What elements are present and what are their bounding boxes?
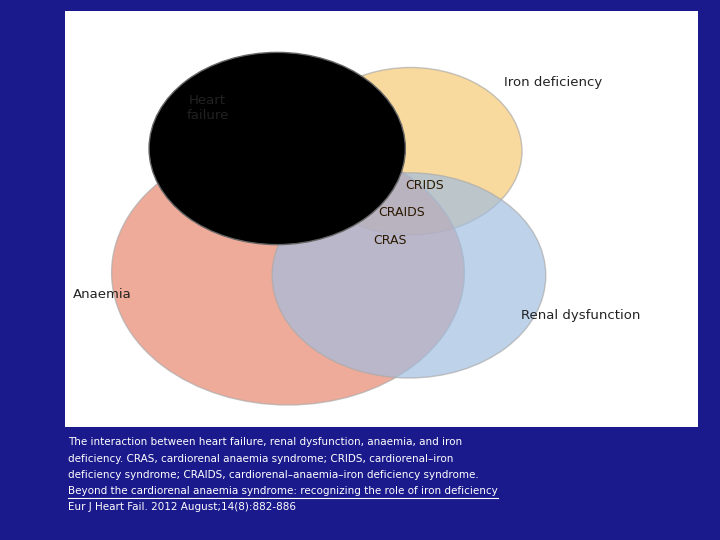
Text: Beyond the cardiorenal anaemia syndrome: recognizing the role of iron deficiency: Beyond the cardiorenal anaemia syndrome:…: [68, 486, 498, 496]
Text: Iron deficiency: Iron deficiency: [504, 76, 602, 89]
Text: CRAIDS: CRAIDS: [379, 206, 425, 219]
Text: Renal dysfunction: Renal dysfunction: [521, 309, 641, 322]
Circle shape: [272, 173, 546, 378]
Bar: [65, 11, 698, 427]
Text: deficiency. CRAS, cardiorenal anaemia syndrome; CRIDS, cardiorenal–iron: deficiency. CRAS, cardiorenal anaemia sy…: [68, 454, 454, 464]
Text: Heart
failure: Heart failure: [186, 94, 228, 122]
Text: Eur J Heart Fail. 2012 August;14(8):882-886: Eur J Heart Fail. 2012 August;14(8):882-…: [68, 502, 297, 512]
Text: deficiency syndrome; CRAIDS, cardiorenal–anaemia–iron deficiency syndrome.: deficiency syndrome; CRAIDS, cardiorenal…: [68, 470, 479, 480]
Text: The interaction between heart failure, renal dysfunction, anaemia, and iron: The interaction between heart failure, r…: [68, 437, 462, 448]
Circle shape: [299, 68, 522, 235]
Text: CRAS: CRAS: [374, 234, 407, 247]
Text: Anaemia: Anaemia: [73, 288, 132, 301]
Text: CRIDS: CRIDS: [405, 179, 444, 192]
Circle shape: [149, 52, 405, 245]
Circle shape: [112, 140, 464, 405]
